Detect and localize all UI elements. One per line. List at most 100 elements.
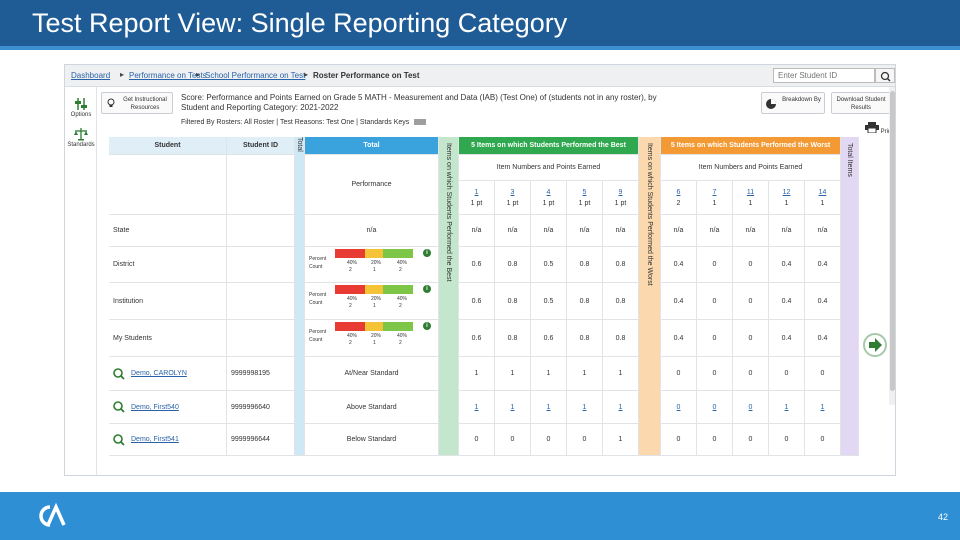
student-subheader <box>109 155 227 215</box>
standards-nav-item[interactable]: Standards <box>65 127 97 148</box>
student-header-label: Student <box>154 142 181 149</box>
item-number-link[interactable]: 12 <box>782 188 791 196</box>
item-number-link[interactable]: 14 <box>818 188 827 196</box>
aggregate-label: State <box>113 227 130 234</box>
item-number-link[interactable]: 11 <box>746 188 755 196</box>
item-number-link[interactable]: 9 <box>618 188 623 196</box>
student-name-link[interactable]: Demo, First540 <box>131 403 179 411</box>
score-value: 0.4 <box>673 297 684 305</box>
score-value: 0.8 <box>615 261 626 268</box>
item-number-link[interactable]: 3 <box>510 188 515 196</box>
best-item-score: 0 <box>495 424 531 456</box>
score-value: 0.8 <box>507 334 518 342</box>
score-value: 1 <box>582 403 587 411</box>
best-item-score: 1 <box>459 391 495 424</box>
item-number-header[interactable]: 9 1 pt <box>603 181 639 215</box>
student-id-column-header[interactable]: Student ID <box>227 137 295 155</box>
item-number-header[interactable]: 5 1 pt <box>567 181 603 215</box>
student-name-cell[interactable]: Demo, CAROLYN <box>109 357 227 391</box>
score-value: n/a <box>507 227 518 234</box>
score-value: 0.4 <box>781 297 792 305</box>
student-id-input[interactable] <box>773 68 875 83</box>
options-nav-item[interactable]: Options <box>65 97 97 118</box>
score-value: 0 <box>712 403 717 411</box>
performance-distribution-bar[interactable] <box>335 322 413 331</box>
total-column-header[interactable]: Total <box>305 137 439 155</box>
breadcrumb-link[interactable]: Performance on Tests <box>129 71 207 80</box>
item-number-link[interactable]: 4 <box>546 188 551 196</box>
performance-label: Performance <box>351 181 392 188</box>
student-name-link[interactable]: Demo, First541 <box>131 436 179 443</box>
score-value: 0 <box>676 370 681 377</box>
breadcrumb-separator: ▸ <box>120 70 125 79</box>
info-icon[interactable]: i <box>423 322 431 330</box>
search-button[interactable] <box>875 68 895 83</box>
worst-item-score: 0 <box>733 357 769 391</box>
info-icon[interactable]: i <box>423 285 431 293</box>
vertical-scrollbar[interactable] <box>889 87 895 405</box>
breadcrumb-link[interactable]: School Performance on Test <box>205 71 306 80</box>
student-magnifier-icon[interactable] <box>113 367 125 380</box>
best-vertical-band: Items on which Students Performed the Be… <box>439 137 459 456</box>
student-magnifier-icon[interactable] <box>113 401 125 413</box>
worst-item-score: 0.4 <box>769 247 805 283</box>
item-number-header[interactable]: 1 1 pt <box>459 181 495 215</box>
student-name-cell[interactable]: Demo, First540 <box>109 391 227 424</box>
best-item-score: 0.8 <box>495 247 531 283</box>
scroll-right-button[interactable] <box>863 333 887 357</box>
best-item-score: 0.8 <box>495 320 531 357</box>
bar-segment <box>335 285 365 294</box>
item-number-header[interactable]: 3 1 pt <box>495 181 531 215</box>
instructional-resources-button[interactable]: Get Instructional Resources <box>101 92 173 114</box>
item-number-link[interactable]: 5 <box>582 188 587 196</box>
performance-distribution-bar[interactable] <box>335 285 413 294</box>
breadcrumb-current: Roster Performance on Test <box>313 71 420 80</box>
student-name-cell[interactable]: Demo, First541 <box>109 424 227 456</box>
breakdown-button[interactable]: Breakdown By <box>761 92 825 114</box>
item-number-link[interactable]: 1 <box>474 188 479 196</box>
worst-item-score: 0.4 <box>805 320 841 357</box>
total-cell: Percent Count 40% 2 20% 1 40% 2 i <box>305 247 439 283</box>
worst-item-score: 0 <box>697 247 733 283</box>
best-item-score: 1 <box>459 357 495 391</box>
item-number-header[interactable]: 11 1 <box>733 181 769 215</box>
item-number-header[interactable]: 4 1 pt <box>531 181 567 215</box>
item-number-header[interactable]: 12 1 <box>769 181 805 215</box>
results-table: Student Student ID Total Total Items on whic… <box>109 137 887 475</box>
student-column-header[interactable]: Student <box>109 137 227 155</box>
pie-chart-icon <box>766 99 776 109</box>
best-item-score: 0.8 <box>567 320 603 357</box>
score-value: 0 <box>748 436 753 443</box>
score-value: n/a <box>781 227 792 234</box>
worst-items-header[interactable]: 5 Items on which Students Performed the … <box>661 137 841 155</box>
scroll-thumb[interactable] <box>890 91 895 391</box>
legend-count-value: 2 <box>399 340 402 346</box>
performance-distribution-bar[interactable] <box>335 249 413 258</box>
performance-subheader: Performance <box>305 155 439 215</box>
download-button[interactable]: Download Student Results <box>831 92 891 114</box>
best-item-score: 1 <box>603 357 639 391</box>
student-id-cell: 9999996644 <box>227 424 295 456</box>
score-value: 0 <box>784 370 789 377</box>
legend-count-value: 1 <box>373 267 376 273</box>
bar-segment <box>365 285 383 294</box>
student-magnifier-icon[interactable] <box>113 433 125 446</box>
score-value: n/a <box>709 227 720 234</box>
item-number-link[interactable]: 6 <box>676 188 681 196</box>
score-value: 0.8 <box>579 297 590 305</box>
score-value: 0 <box>510 436 515 443</box>
student-id-cell <box>227 215 295 247</box>
student-id-header-label: Student ID <box>243 142 278 149</box>
student-name-link[interactable]: Demo, CAROLYN <box>131 370 187 377</box>
score-value: 1 <box>582 370 587 377</box>
print-button[interactable]: Print <box>865 119 893 141</box>
item-number-header[interactable]: 14 1 <box>805 181 841 215</box>
item-number-link[interactable]: 7 <box>712 188 717 196</box>
total-items-vertical-label: Total Items <box>846 143 853 177</box>
best-items-header[interactable]: 5 Items on which Students Performed the … <box>459 137 639 155</box>
legend-count-value: 2 <box>399 303 402 309</box>
info-icon[interactable]: i <box>423 249 431 257</box>
breadcrumb-link[interactable]: Dashboard <box>71 71 111 80</box>
